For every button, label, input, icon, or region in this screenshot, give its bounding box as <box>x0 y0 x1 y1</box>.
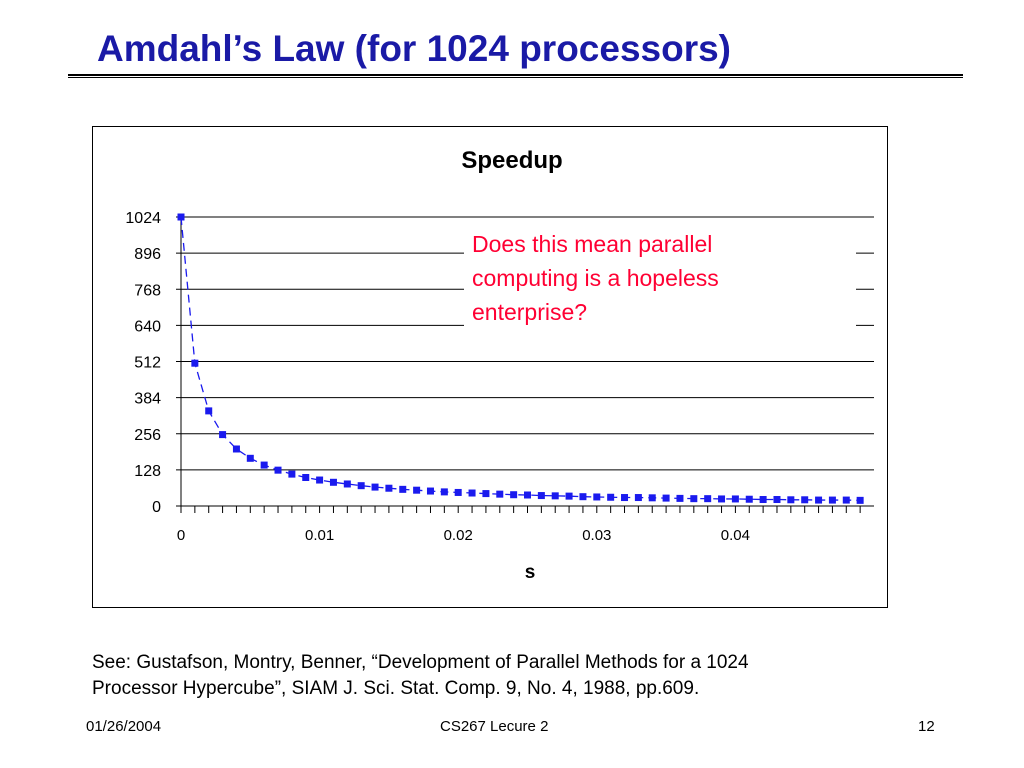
data-point <box>385 484 393 492</box>
data-point <box>524 491 531 499</box>
data-point <box>329 478 337 486</box>
data-point <box>288 470 296 478</box>
data-point <box>801 496 809 504</box>
citation-line-2: Processor Hypercube”, SIAM J. Sci. Stat.… <box>92 678 700 699</box>
data-point <box>232 445 240 453</box>
x-tick-label: 0 <box>177 527 185 544</box>
data-point <box>731 495 739 503</box>
data-point <box>787 496 795 504</box>
data-point <box>551 492 559 500</box>
data-point <box>634 494 642 502</box>
data-point <box>454 488 462 496</box>
data-point <box>704 495 712 503</box>
annotation-box: Does this mean parallel computing is a h… <box>464 227 856 330</box>
annotation-line-3: enterprise? <box>472 299 588 325</box>
data-point <box>316 476 324 484</box>
data-point <box>399 485 407 493</box>
data-point <box>759 496 767 504</box>
y-tick-label: 768 <box>134 282 161 299</box>
y-tick-label: 128 <box>134 463 161 480</box>
x-tick-label: 0.01 <box>305 527 334 544</box>
annotation-line-1: Does this mean parallel <box>472 231 713 257</box>
footer-date: 01/26/2004 <box>86 718 162 735</box>
data-point <box>274 466 282 474</box>
y-tick-label: 256 <box>134 427 161 444</box>
data-point <box>593 493 601 501</box>
data-point <box>482 490 490 498</box>
chart-frame <box>92 126 888 608</box>
data-point <box>343 480 351 488</box>
slide-title: Amdahl’s Law (for 1024 processors) <box>97 28 732 69</box>
data-point <box>177 213 185 221</box>
data-point <box>357 482 365 490</box>
data-point <box>246 454 254 462</box>
data-point <box>607 493 615 501</box>
data-point <box>718 495 726 503</box>
data-point <box>690 495 698 503</box>
data-point <box>260 461 268 469</box>
data-point <box>745 495 753 503</box>
y-tick-label: 512 <box>134 355 161 372</box>
data-point <box>856 496 864 504</box>
data-point <box>648 494 656 502</box>
data-point <box>815 496 823 504</box>
x-tick-label: 0.02 <box>444 527 473 544</box>
annotation-line-2: computing is a hopeless <box>472 265 719 291</box>
data-point <box>842 496 850 504</box>
y-tick-label: 640 <box>134 318 161 335</box>
data-point <box>426 487 434 495</box>
data-point <box>579 493 587 501</box>
data-point <box>828 496 836 504</box>
data-point <box>219 431 227 439</box>
data-point <box>773 496 781 504</box>
data-point <box>205 407 213 415</box>
x-tick-label: 0.04 <box>721 527 750 544</box>
footer-page-number: 12 <box>918 718 935 735</box>
x-tick-label: 0.03 <box>582 527 611 544</box>
data-point <box>413 486 421 494</box>
data-point <box>302 473 310 481</box>
data-point <box>468 489 476 497</box>
chart-title: Speedup <box>461 147 563 174</box>
data-point <box>565 492 573 500</box>
data-point <box>496 490 504 498</box>
y-tick-label: 384 <box>134 391 161 408</box>
footer-course: CS267 Lecure 2 <box>440 718 549 735</box>
y-tick-label: 896 <box>134 246 161 263</box>
data-point <box>537 492 545 500</box>
data-point <box>510 491 518 499</box>
title-underline <box>68 74 963 78</box>
citation-line-1: See: Gustafson, Montry, Benner, “Develop… <box>92 652 749 673</box>
data-point <box>676 494 684 502</box>
y-tick-label: 0 <box>152 499 161 516</box>
data-point <box>191 359 199 367</box>
data-point <box>371 483 379 491</box>
data-point <box>440 488 448 496</box>
data-point <box>662 494 670 502</box>
y-tick-label: 1024 <box>125 210 161 227</box>
x-axis-label: s <box>524 562 536 583</box>
data-point <box>621 494 629 502</box>
citation: See: Gustafson, Montry, Benner, “Develop… <box>92 650 912 702</box>
